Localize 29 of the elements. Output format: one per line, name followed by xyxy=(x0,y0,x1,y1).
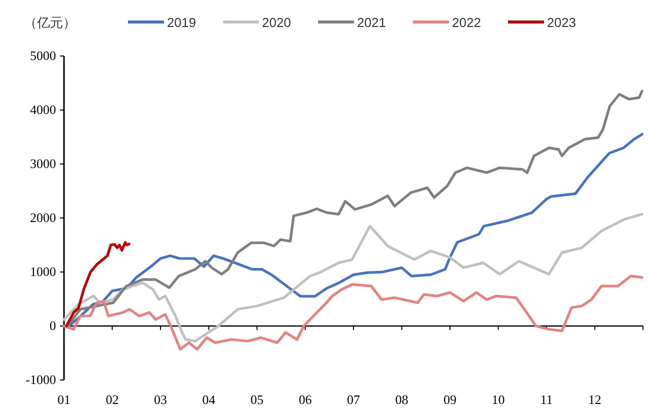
y-tick-label: 4000 xyxy=(30,102,56,117)
line-series xyxy=(62,274,644,351)
x-tick-label: 10 xyxy=(492,392,505,407)
legend-label: 2021 xyxy=(357,15,386,30)
legend-label: 2020 xyxy=(262,15,291,30)
x-tick-label: 04 xyxy=(202,392,216,407)
x-tick-label: 01 xyxy=(58,392,70,407)
legend-label: 2023 xyxy=(547,15,576,30)
x-tick-label: 06 xyxy=(298,392,312,407)
legend-label: 2022 xyxy=(452,15,481,30)
y-tick-label: 1000 xyxy=(30,264,56,279)
x-tick-label: 08 xyxy=(395,392,408,407)
x-tick-label: 02 xyxy=(106,392,119,407)
x-tick-label: 11 xyxy=(540,392,553,407)
y-tick-label: 5000 xyxy=(30,48,56,63)
x-tick-label: 07 xyxy=(347,392,360,407)
y-axis-title: （亿元） xyxy=(24,15,76,30)
y-tick-label: 0 xyxy=(50,318,56,333)
x-tick-label: 12 xyxy=(588,392,602,407)
y-tick-label: 2000 xyxy=(30,210,56,225)
line-series xyxy=(68,133,644,328)
line-series xyxy=(62,212,644,342)
x-tick-label: 05 xyxy=(250,392,264,407)
x-tick-label: 03 xyxy=(154,392,167,407)
y-tick-label: 3000 xyxy=(30,156,56,171)
line-series xyxy=(65,241,130,328)
y-tick-label: -1000 xyxy=(26,372,56,387)
legend-label: 2019 xyxy=(167,15,196,30)
x-tick-label: 09 xyxy=(444,392,456,407)
